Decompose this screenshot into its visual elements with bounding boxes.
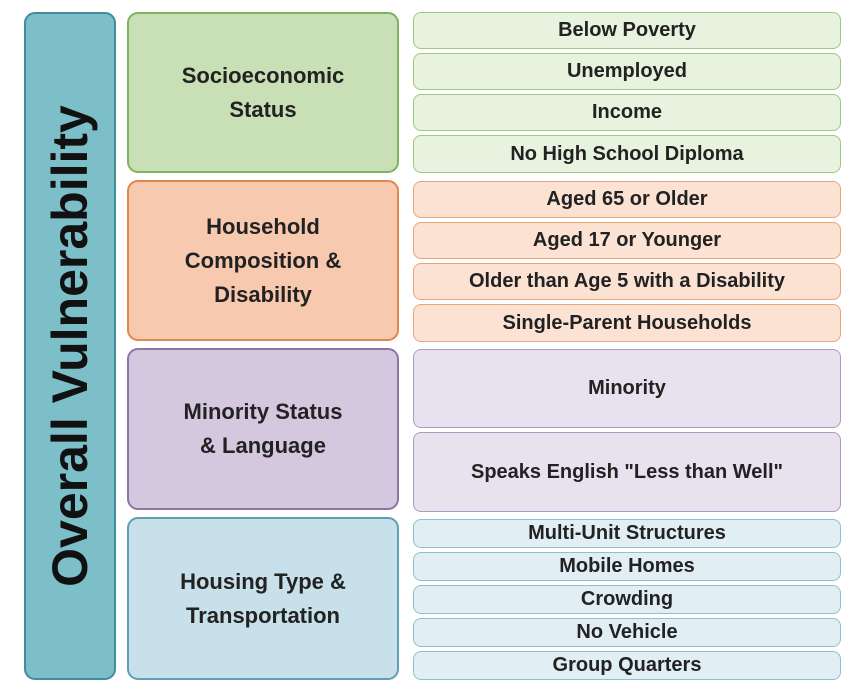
theme-title-line: Composition & [184,247,342,273]
variable-speaks-english-less-than-well: Speaks English "Less than Well" [413,432,841,512]
theme-title: Housing Type & Transportation [180,565,346,633]
variable-single-parent-households: Single-Parent Households [413,304,841,342]
theme-title-line: Status [229,96,297,122]
theme-title-line: Socioeconomic [181,62,345,88]
theme-title: Socioeconomic Status [182,59,345,127]
overall-vulnerability-title: Overall Vulnerability [42,105,98,587]
variable-aged-17-or-younger: Aged 17 or Younger [413,222,841,259]
variable-below-poverty: Below Poverty [413,12,841,49]
theme-title: Household Composition & Disability [185,210,341,312]
theme-title-line: Transportation [185,602,340,628]
overall-vulnerability-box: Overall Vulnerability [24,12,116,680]
theme-household-composition-disability: Household Composition & Disability [127,180,399,341]
variable-aged-65-or-older: Aged 65 or Older [413,181,841,218]
theme-title-line: Disability [214,281,312,307]
variable-group-quarters: Group Quarters [413,651,841,680]
variable-income: Income [413,94,841,131]
theme-title-line: Minority Status [183,399,343,424]
variable-no-high-school-diploma: No High School Diploma [413,135,841,173]
theme-title-line: Household [206,213,320,239]
variable-mobile-homes: Mobile Homes [413,552,841,581]
variable-multi-unit-structures: Multi-Unit Structures [413,519,841,548]
theme-title-line: & Language [200,433,326,458]
theme-title: Minority Status & Language [184,395,343,463]
variable-unemployed: Unemployed [413,53,841,90]
variable-minority: Minority [413,349,841,428]
theme-title-line: Housing Type & [180,568,346,594]
variable-disability: Older than Age 5 with a Disability [413,263,841,300]
theme-socioeconomic-status: Socioeconomic Status [127,12,399,173]
theme-minority-status-language: Minority Status & Language [127,348,399,510]
variable-no-vehicle: No Vehicle [413,618,841,647]
variable-crowding: Crowding [413,585,841,614]
theme-housing-type-transportation: Housing Type & Transportation [127,517,399,680]
